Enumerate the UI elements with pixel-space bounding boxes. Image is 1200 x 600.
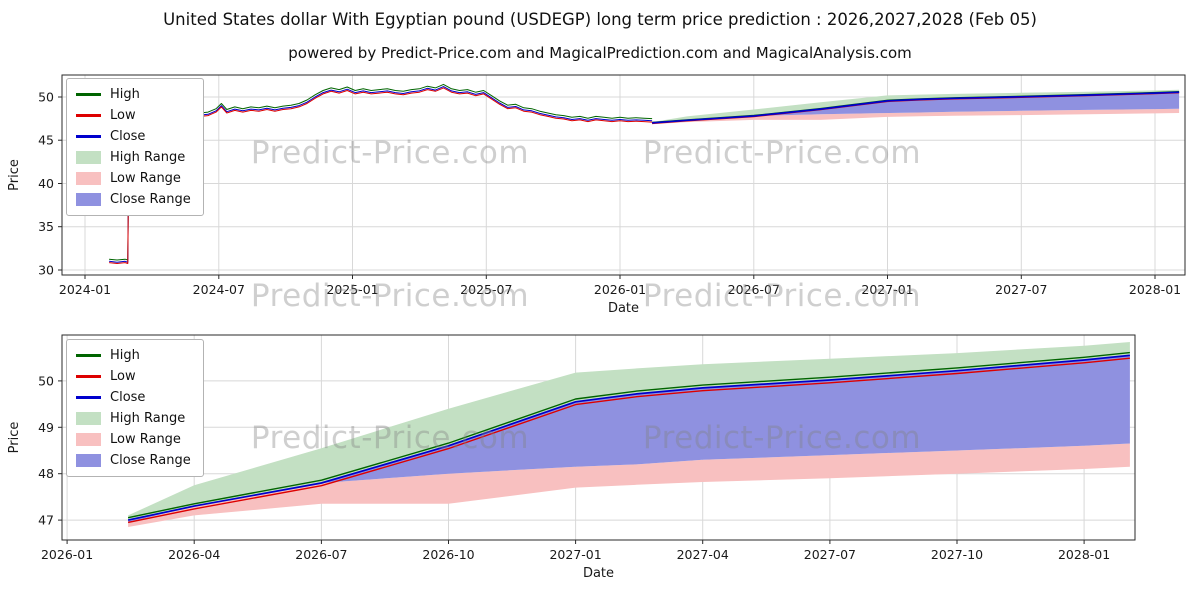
low-line-prediction	[127, 357, 1130, 524]
x-tick-label: 2027-01	[549, 547, 601, 562]
legend-line-swatch-icon	[76, 135, 101, 138]
legend-item-label: Low Range	[110, 171, 181, 186]
x-tick-label: 2026-07	[728, 282, 780, 297]
legend-fill-swatch-icon	[76, 412, 101, 425]
legend-item: Close	[76, 389, 191, 406]
x-axis-label: Date	[608, 301, 639, 316]
close-range-band	[652, 92, 1180, 124]
axes-spines	[61, 74, 1186, 276]
legend-fill-swatch-icon	[76, 433, 101, 446]
bottom-chart-legend: High Low Close High Range Low Range Close Ran…	[66, 339, 204, 477]
legend-fill-swatch-icon	[76, 193, 101, 206]
legend-line-swatch-icon	[76, 93, 101, 96]
high-line-prediction	[127, 351, 1130, 519]
x-tick-label: 2026-10	[422, 547, 474, 562]
legend-item-label: Close Range	[110, 192, 191, 207]
close-line-prediction	[127, 354, 1130, 521]
legend-item: Close Range	[76, 452, 191, 469]
legend-line-swatch-icon	[76, 354, 101, 357]
legend-item: High	[76, 347, 191, 364]
x-tick-label: 2026-01	[41, 547, 93, 562]
legend-item-label: High	[110, 87, 140, 102]
legend-fill-swatch-icon	[76, 454, 101, 467]
x-tick-label: 2025-07	[460, 282, 512, 297]
legend-item: High Range	[76, 410, 191, 427]
x-tick-label: 2027-04	[677, 547, 729, 562]
close-line-prediction	[652, 91, 1180, 124]
legend-fill-swatch-icon	[76, 172, 101, 185]
top-chart-legend: High Low Close High Range Low Range Close Ran…	[66, 78, 204, 216]
x-tick-label: 2027-01	[861, 282, 913, 297]
legend-item-label: Low Range	[110, 432, 181, 447]
legend-item-label: High Range	[110, 150, 186, 165]
legend-item-label: High Range	[110, 411, 186, 426]
y-tick-label: 48	[38, 466, 54, 481]
y-tick-label: 40	[38, 176, 54, 191]
low-range-band	[652, 108, 1180, 125]
x-tick-label: 2027-07	[804, 547, 856, 562]
legend-item-label: Close	[110, 129, 146, 144]
x-tick-label: 2024-01	[59, 282, 111, 297]
y-axis-label: Price	[7, 422, 22, 454]
legend-fill-swatch-icon	[76, 151, 101, 164]
x-tick-label: 2026-07	[295, 547, 347, 562]
x-tick-label: 2026-01	[594, 282, 646, 297]
x-tick-label: 2027-10	[931, 547, 983, 562]
bottom-chart: 2026-01 2026-04 2026-07 2026-10 2027-01 2027-…	[7, 334, 1136, 581]
x-tick-label: 2026-04	[168, 547, 220, 562]
legend-item-label: Close Range	[110, 453, 191, 468]
legend-item: High Range	[76, 149, 191, 166]
y-tick-label: 49	[38, 420, 54, 435]
y-tick-label: 50	[38, 90, 54, 105]
legend-line-swatch-icon	[76, 375, 101, 378]
close-range-band	[128, 355, 1130, 523]
top-chart: 2024-01 2024-07 2025-01 2025-07 2026-01 2026-…	[7, 74, 1186, 316]
legend-line-swatch-icon	[76, 114, 101, 117]
x-tick-label: 2025-01	[326, 282, 378, 297]
x-tick-label: 2028-01	[1129, 282, 1181, 297]
low-range-band	[128, 443, 1130, 527]
x-axis-label: Date	[583, 566, 614, 581]
legend-item: High	[76, 86, 191, 103]
y-tick-label: 45	[38, 133, 54, 148]
legend-item-label: Low	[110, 108, 136, 123]
legend-item: Close Range	[76, 191, 191, 208]
x-tick-label: 2024-07	[193, 282, 245, 297]
y-axis-label: Price	[7, 159, 22, 191]
figure-title: United States dollar With Egyptian pound…	[163, 10, 1037, 29]
y-tick-label: 47	[38, 513, 54, 528]
legend-item-label: Close	[110, 390, 146, 405]
y-tick-label: 50	[38, 373, 54, 388]
axes-spines	[61, 334, 1136, 541]
legend-item: Low Range	[76, 431, 191, 448]
legend-item-label: Low	[110, 369, 136, 384]
legend-item: Close	[76, 128, 191, 145]
legend-item: Low	[76, 368, 191, 385]
legend-item-label: High	[110, 348, 140, 363]
figure-subtitle: powered by Predict-Price.com and Magical…	[288, 44, 912, 62]
x-tick-label: 2028-01	[1058, 547, 1110, 562]
legend-item: Low	[76, 107, 191, 124]
x-tick-label: 2027-07	[995, 282, 1047, 297]
y-tick-label: 30	[38, 263, 54, 278]
high-range-band	[128, 342, 1130, 521]
y-tick-label: 35	[38, 219, 54, 234]
legend-item: Low Range	[76, 170, 191, 187]
legend-line-swatch-icon	[76, 396, 101, 399]
